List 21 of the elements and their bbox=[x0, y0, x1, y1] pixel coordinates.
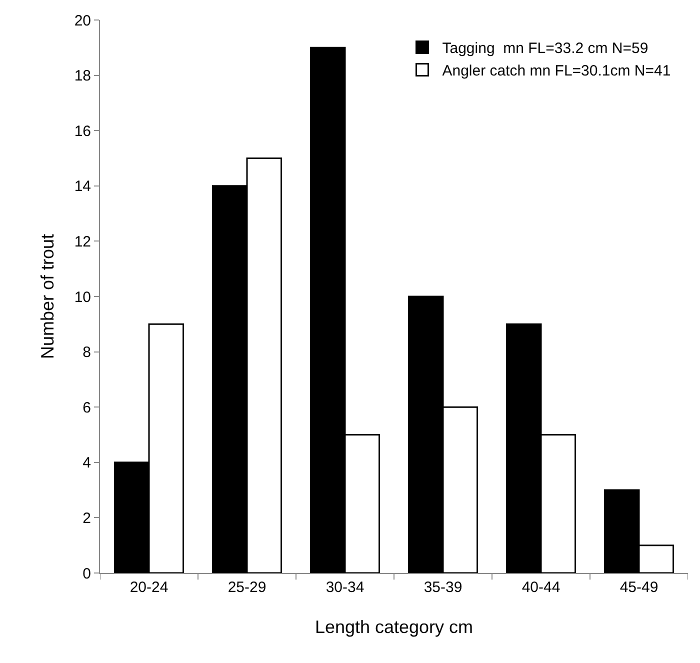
legend-label: Angler catch mn FL=30.1cm N=41 bbox=[442, 62, 671, 80]
y-tick-label: 14 bbox=[74, 178, 91, 196]
legend-label: Tagging mn FL=33.2 cm N=59 bbox=[442, 40, 648, 58]
x-tick-label: 45-49 bbox=[620, 579, 658, 596]
x-tick-label: 40-44 bbox=[522, 579, 560, 596]
y-tick-label: 16 bbox=[74, 122, 91, 140]
x-axis-title: Length category cm bbox=[314, 617, 474, 638]
y-tick-label: 4 bbox=[82, 454, 91, 472]
y-tick-label: 8 bbox=[82, 344, 91, 362]
x-tick-label: 35-39 bbox=[424, 579, 462, 596]
y-tick-label: 10 bbox=[74, 288, 91, 306]
x-tick-label: 20-24 bbox=[130, 579, 168, 596]
y-tick-label: 18 bbox=[74, 68, 91, 85]
x-tick-label: 30-34 bbox=[326, 579, 364, 596]
y-tick-label: 12 bbox=[74, 233, 91, 250]
x-tick-label: 25-29 bbox=[228, 579, 266, 596]
y-tick-label: 6 bbox=[82, 399, 91, 416]
y-tick-label: 2 bbox=[82, 510, 91, 527]
y-axis-title: Number of trout bbox=[38, 234, 58, 360]
y-tick-label: 0 bbox=[82, 565, 91, 582]
y-tick-label: 20 bbox=[74, 12, 91, 30]
